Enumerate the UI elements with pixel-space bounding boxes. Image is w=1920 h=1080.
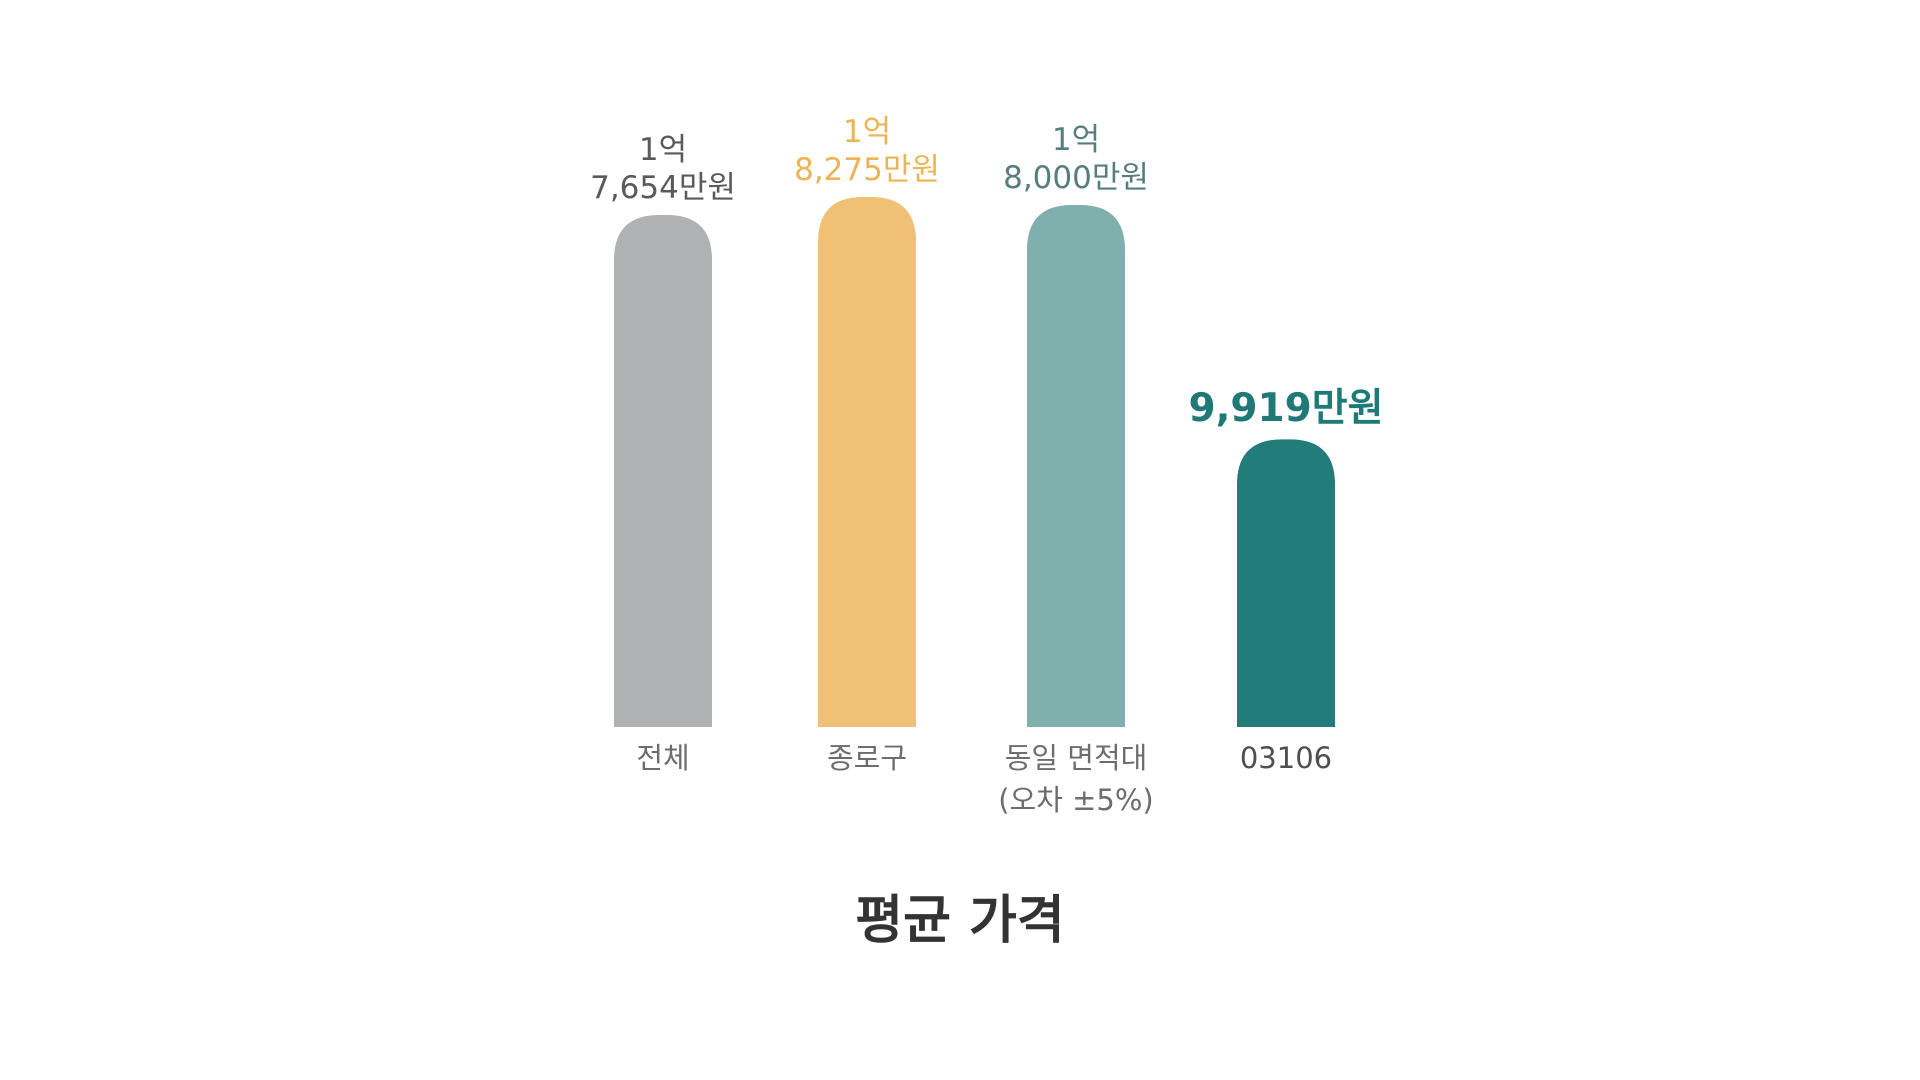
category-label-line: 전체 bbox=[636, 741, 690, 775]
data-label-2: 1억 8,275만원 bbox=[707, 113, 1027, 189]
data-label-4: 9,919만원 bbox=[1126, 387, 1446, 431]
data-label-line: 1억 bbox=[1051, 121, 1101, 158]
category-label-1: 전체 bbox=[513, 737, 813, 779]
category-label-line: 동일 면적대 bbox=[1004, 741, 1148, 775]
category-label-2: 종로구 bbox=[717, 737, 1017, 779]
data-label-line: 9,919만원 bbox=[1188, 386, 1384, 432]
data-label-line: 8,275만원 bbox=[794, 152, 940, 188]
data-label-line: 8,000만원 bbox=[1003, 159, 1149, 196]
category-label-3: 동일 면적대 (오차 ±5%) bbox=[926, 737, 1226, 821]
bar-2 bbox=[818, 197, 916, 727]
chart-title: 평균 가격 bbox=[855, 891, 1065, 951]
data-label-3: 1억 8,000만원 bbox=[916, 121, 1236, 197]
category-label-line: (오차 ±5%) bbox=[998, 783, 1154, 817]
bar-3 bbox=[1027, 204, 1125, 728]
category-label-4: 03106 bbox=[1136, 737, 1436, 779]
data-label-line: 7,654만원 bbox=[590, 170, 736, 206]
category-label-line: 종로구 bbox=[826, 741, 908, 775]
bar-4 bbox=[1237, 439, 1335, 727]
data-label-line: 1억 bbox=[638, 132, 688, 168]
category-label-line: 03106 bbox=[1239, 741, 1333, 775]
bar-1 bbox=[614, 215, 712, 728]
data-label-line: 1억 bbox=[842, 114, 892, 150]
data-label-1: 1억 7,654만원 bbox=[503, 131, 823, 207]
